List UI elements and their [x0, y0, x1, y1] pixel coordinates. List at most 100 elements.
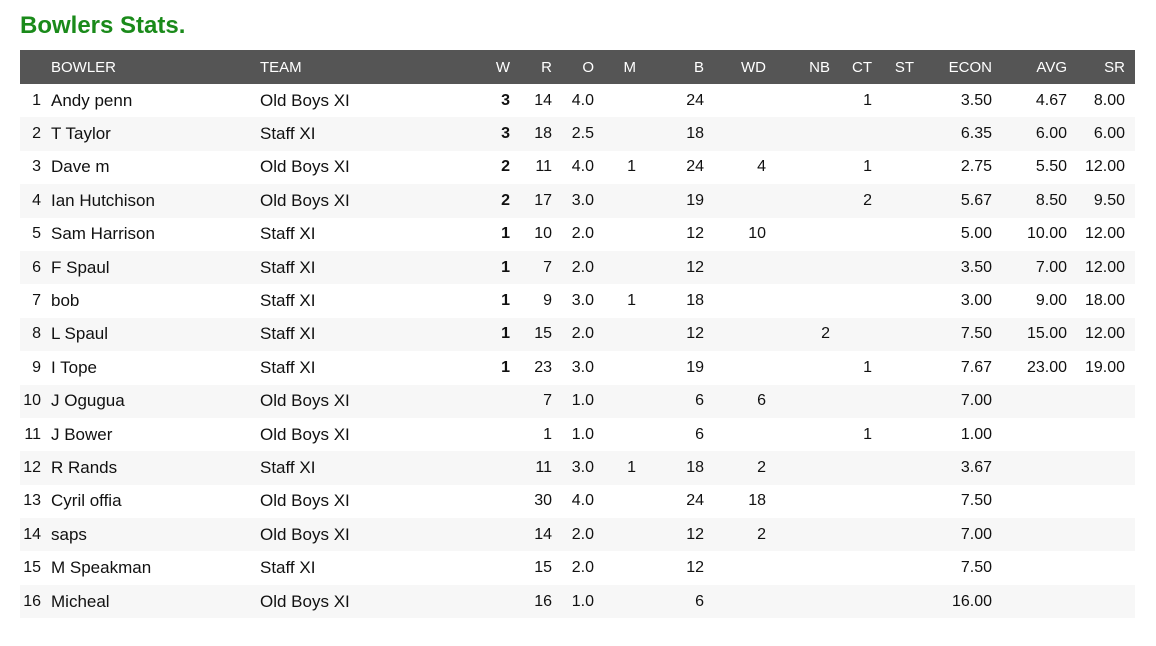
runs-cell: 18 — [520, 117, 562, 151]
bowler-name-cell[interactable]: T Taylor — [51, 117, 260, 151]
balls-cell: 24 — [686, 158, 704, 176]
bowler-name-cell[interactable]: Micheal — [51, 584, 260, 619]
balls-cell: 12 — [686, 559, 704, 577]
runs-cell: 16 — [520, 584, 562, 619]
no-balls-cell: 2 — [776, 317, 840, 352]
stumpings-cell — [882, 384, 924, 418]
col-header-m[interactable]: M — [604, 50, 646, 84]
col-header-b[interactable]: B — [646, 50, 714, 84]
team-cell: Staff XI — [260, 558, 316, 578]
strike-rate-cell — [1077, 451, 1135, 485]
bowler-name-cell[interactable]: bob — [51, 291, 80, 311]
bowler-name-cell[interactable]: J Ogugua — [51, 384, 260, 418]
economy-cell: 2.75 — [960, 158, 992, 176]
bowler-name-cell[interactable]: R Rands — [51, 451, 260, 485]
runs-cell: 17 — [520, 184, 562, 218]
economy-cell: 7.67 — [960, 358, 992, 376]
rank-cell: 5 — [32, 225, 41, 243]
table-row: 15 M Speakman Staff XI 15 2.0 12 7.50 — [20, 551, 1135, 584]
no-balls-cell — [776, 250, 840, 285]
wickets-cell: 1 — [501, 225, 510, 243]
stumpings-cell — [882, 451, 924, 485]
wides-cell: 2 — [714, 451, 776, 485]
col-header-st[interactable]: ST — [882, 50, 924, 84]
col-header-wd[interactable]: WD — [714, 50, 776, 84]
strike-rate-cell — [1077, 485, 1135, 518]
rank-cell: 10 — [20, 384, 51, 418]
stumpings-cell — [882, 84, 924, 117]
overs-cell: 4.0 — [571, 492, 594, 510]
bowler-name-cell[interactable]: Dave m — [51, 157, 110, 177]
col-header-w[interactable]: W — [440, 50, 520, 84]
bowler-name-cell[interactable]: saps — [51, 518, 260, 552]
bowler-name-cell[interactable]: L Spaul — [51, 317, 260, 352]
strike-rate-cell: 18.00 — [1084, 292, 1125, 310]
overs-cell: 3.0 — [562, 184, 604, 218]
economy-cell: 7.00 — [924, 384, 1002, 418]
maidens-cell: 1 — [627, 158, 636, 176]
catches-cell — [840, 317, 882, 352]
average-cell: 8.50 — [1002, 184, 1077, 218]
no-balls-cell — [776, 384, 840, 418]
overs-cell: 1.0 — [571, 425, 594, 443]
stumpings-cell — [882, 117, 924, 151]
no-balls-cell — [776, 451, 840, 485]
maidens-cell — [604, 418, 646, 451]
maidens-cell — [604, 218, 646, 251]
wides-cell: 2 — [714, 518, 776, 552]
balls-cell: 18 — [646, 117, 714, 151]
rank-cell: 2 — [20, 117, 51, 151]
catches-cell — [840, 384, 882, 418]
table-row: 14 saps Old Boys XI 14 2.0 12 2 7.00 — [20, 518, 1135, 552]
col-header-avg[interactable]: AVG — [1002, 50, 1077, 84]
maidens-cell — [604, 384, 646, 418]
col-header-r[interactable]: R — [520, 50, 562, 84]
bowler-name-cell[interactable]: J Bower — [51, 424, 113, 444]
wickets-cell — [440, 518, 520, 552]
col-header-bowler[interactable]: BOWLER — [51, 50, 260, 84]
overs-cell: 2.0 — [562, 518, 604, 552]
average-cell — [1002, 584, 1077, 619]
overs-cell: 4.0 — [571, 158, 594, 176]
col-header-o[interactable]: O — [562, 50, 604, 84]
wides-cell: 4 — [757, 158, 766, 176]
stumpings-cell — [882, 250, 924, 285]
strike-rate-cell: 12.00 — [1077, 250, 1135, 285]
maidens-cell: 1 — [604, 451, 646, 485]
economy-cell: 3.50 — [924, 250, 1002, 285]
bowler-name-cell[interactable]: Andy penn — [51, 90, 133, 110]
header-row: BOWLER TEAM W R O M B WD NB CT ST ECON A… — [20, 50, 1135, 84]
catches-cell — [840, 451, 882, 485]
bowler-name-cell[interactable]: F Spaul — [51, 250, 260, 285]
bowler-name-cell[interactable]: Ian Hutchison — [51, 184, 260, 218]
wickets-cell — [440, 485, 520, 518]
wides-cell: 18 — [748, 492, 766, 510]
bowler-name-cell[interactable]: I Tope — [51, 357, 98, 377]
rank-cell: 12 — [20, 451, 51, 485]
stumpings-cell — [882, 485, 924, 518]
average-cell: 5.50 — [1035, 158, 1067, 176]
catches-cell — [840, 284, 882, 317]
col-header-nb[interactable]: NB — [776, 50, 840, 84]
col-header-econ[interactable]: ECON — [924, 50, 1002, 84]
col-header-sr[interactable]: SR — [1077, 50, 1135, 84]
bowler-name-cell[interactable]: Cyril offia — [51, 491, 122, 511]
average-cell — [1002, 551, 1077, 584]
no-balls-cell — [776, 551, 840, 584]
economy-cell: 1.00 — [960, 425, 992, 443]
overs-cell: 2.5 — [562, 117, 604, 151]
stumpings-cell — [882, 584, 924, 619]
wickets-cell: 3 — [501, 91, 510, 109]
bowler-name-cell[interactable]: Sam Harrison — [51, 224, 155, 244]
overs-cell: 2.0 — [571, 559, 594, 577]
bowler-name-cell[interactable]: M Speakman — [51, 558, 152, 578]
col-header-ct[interactable]: CT — [840, 50, 882, 84]
stumpings-cell — [882, 218, 924, 251]
overs-cell: 3.0 — [562, 451, 604, 485]
strike-rate-cell: 6.00 — [1077, 117, 1135, 151]
wickets-cell — [440, 384, 520, 418]
wides-cell — [714, 584, 776, 619]
col-header-team[interactable]: TEAM — [260, 50, 440, 84]
